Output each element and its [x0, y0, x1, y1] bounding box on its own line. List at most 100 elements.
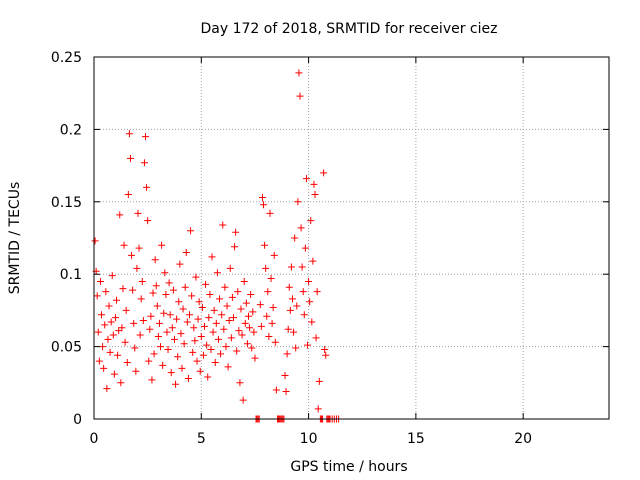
x-tick-label: 15 [407, 431, 425, 447]
data-point [322, 351, 330, 359]
data-point [258, 193, 266, 201]
data-point [180, 340, 188, 348]
data-point [241, 319, 249, 327]
data-point [185, 311, 193, 319]
data-point [182, 248, 190, 256]
data-point [130, 319, 138, 327]
data-point [95, 357, 103, 365]
data-point [111, 314, 119, 322]
data-point [312, 334, 320, 342]
data-point [196, 367, 204, 375]
data-point [152, 282, 160, 290]
data-point [154, 332, 162, 340]
data-point [211, 359, 219, 367]
data-points [91, 69, 343, 423]
axis-ticks: 0 5 10 15 20 0 0.05 0.1 0.15 0.2 0.25 [51, 50, 609, 447]
data-point [178, 364, 186, 372]
data-point [257, 322, 265, 330]
x-tick-label: 5 [197, 431, 206, 447]
data-point [105, 302, 113, 310]
data-point [297, 224, 305, 232]
data-point [302, 175, 310, 183]
data-point [176, 260, 184, 268]
data-point [288, 295, 296, 303]
data-point [118, 324, 126, 332]
data-point [269, 304, 277, 312]
data-point [229, 314, 237, 322]
data-point [311, 191, 319, 199]
data-point [309, 257, 317, 265]
data-point [296, 92, 304, 100]
data-point [264, 288, 272, 296]
data-point [121, 338, 129, 346]
data-point [167, 369, 175, 377]
data-point [100, 364, 108, 372]
data-point [290, 328, 298, 336]
data-point [135, 244, 143, 252]
data-point [240, 277, 248, 285]
data-point [104, 335, 112, 343]
x-axis-label: GPS time / hours [290, 459, 407, 475]
data-point [232, 228, 240, 236]
data-point [223, 302, 231, 310]
data-point [137, 295, 145, 303]
data-point [103, 385, 111, 393]
data-point [295, 69, 303, 77]
data-point [238, 331, 246, 339]
data-point [305, 277, 313, 285]
data-point [217, 350, 225, 358]
data-point [132, 367, 140, 375]
data-point [197, 332, 205, 340]
data-point [184, 374, 192, 382]
data-point [158, 241, 166, 249]
data-point [226, 264, 234, 272]
data-point [209, 328, 217, 336]
data-point [235, 327, 243, 335]
data-point [292, 344, 300, 352]
data-point [151, 256, 159, 264]
data-point [321, 345, 329, 353]
data-point [228, 293, 236, 301]
data-point [169, 286, 177, 294]
data-point [174, 353, 182, 361]
data-point [320, 169, 328, 177]
data-point [266, 209, 274, 217]
data-point [91, 237, 99, 245]
data-point [150, 350, 158, 358]
data-point [194, 315, 202, 323]
data-point [237, 305, 245, 313]
data-point [163, 328, 171, 336]
data-point [247, 290, 255, 298]
data-point [162, 290, 170, 298]
data-point [298, 263, 306, 271]
data-point [179, 305, 187, 313]
data-point [205, 314, 213, 322]
data-point [214, 335, 222, 343]
data-point [313, 288, 321, 296]
data-point [165, 279, 173, 287]
data-point [124, 191, 132, 199]
data-point [231, 243, 239, 251]
data-point [99, 343, 107, 351]
chart-title: Day 172 of 2018, SRMTID for receiver cie… [201, 21, 498, 37]
data-point [131, 344, 139, 352]
data-point [212, 319, 220, 327]
data-point [177, 330, 185, 338]
data-point [283, 350, 291, 358]
data-point [219, 221, 227, 229]
data-point [263, 312, 271, 320]
data-point [195, 298, 203, 306]
data-point [110, 370, 118, 378]
data-point [281, 372, 289, 380]
data-point [106, 348, 114, 356]
data-point [242, 299, 250, 307]
data-point [250, 328, 258, 336]
data-point [202, 280, 210, 288]
data-point [262, 264, 270, 272]
plot-frame [93, 56, 610, 420]
y-tick-label: 0.15 [51, 195, 82, 211]
data-point [191, 337, 199, 345]
data-point [234, 288, 242, 296]
